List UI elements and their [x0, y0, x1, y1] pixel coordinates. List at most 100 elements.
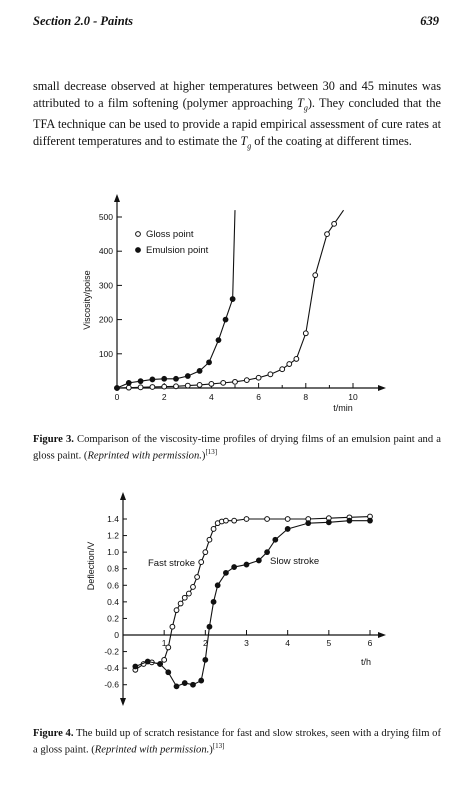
fast-stroke-point — [181, 594, 188, 601]
y-axis-label: Deflection/V — [86, 542, 96, 591]
slow-stroke-point — [190, 681, 196, 688]
x-tick-label: 6 — [368, 638, 373, 648]
x-axis-arrow — [378, 632, 386, 638]
y-tick-label: 500 — [99, 212, 113, 222]
x-tick-label: 2 — [162, 392, 167, 402]
figure-3-caption: Figure 3. Comparison of the viscosity-ti… — [33, 434, 441, 462]
gloss-point — [312, 272, 319, 279]
y-axis-arrow-down — [120, 698, 126, 706]
fast-stroke-label: Fast stroke — [148, 558, 195, 569]
emulsion-point — [206, 359, 212, 366]
fast-stroke-point — [202, 549, 209, 556]
gloss-point — [137, 384, 144, 391]
y-tick-label: 400 — [99, 246, 113, 256]
gloss-curve — [116, 209, 345, 389]
fast-stroke-point — [210, 526, 217, 532]
gloss-point — [173, 383, 179, 390]
emulsion-point — [114, 385, 120, 391]
y-tick-label: 300 — [99, 280, 113, 290]
deflection-chart: 1 2 3 4 5 6 -0.6 -0.4 -0.2 0 0.2 0.4 0.6 0.8 1.0 1.2 1.4… — [86, 492, 386, 706]
slow-stroke-point — [284, 526, 291, 532]
x-tick-label: 1 — [162, 638, 167, 648]
fast-stroke-point — [284, 516, 291, 522]
emulsion-point — [125, 379, 132, 386]
x-tick-label: 10 — [348, 392, 358, 402]
y-tick-label: 1.0 — [107, 547, 119, 557]
slow-stroke-point — [272, 536, 279, 543]
gloss-point — [255, 374, 262, 381]
gloss-point — [324, 231, 330, 238]
paragraph-part-2: ). They concluded that the TFA technique… — [33, 95, 441, 148]
slow-stroke-point — [346, 517, 353, 524]
fast-stroke-point — [243, 516, 250, 522]
legend-emulsion-marker — [135, 247, 141, 253]
x-axis-label: t/h — [361, 657, 371, 667]
running-header: Section 2.0 - Paints 639 — [33, 14, 439, 32]
y-tick-label: -0.6 — [104, 680, 119, 690]
fast-stroke-point — [264, 516, 270, 522]
paragraph-part-1: small decrease observed at higher temper… — [33, 79, 441, 110]
emulsion-point — [222, 316, 229, 323]
x-axis-label: t/min — [333, 403, 353, 413]
fast-stroke-point — [206, 536, 213, 543]
fast-stroke-point — [231, 517, 238, 524]
gloss-point — [196, 382, 203, 388]
x-tick-label: 3 — [244, 638, 249, 648]
emulsion-point — [215, 337, 222, 344]
gloss-point — [220, 379, 227, 386]
y-tick-label: 0.2 — [107, 613, 119, 623]
y-tick-label: 1.4 — [107, 514, 119, 524]
y-tick-label: -0.2 — [104, 647, 119, 657]
emulsion-point — [137, 378, 144, 385]
y-tick-label: 0.6 — [107, 580, 119, 590]
legend-gloss-marker — [135, 231, 141, 237]
gloss-point — [331, 220, 338, 227]
tg-symbol-2: Tg — [240, 133, 252, 151]
tg-symbol-1: Tg — [296, 95, 308, 112]
y-tick-label: 0 — [114, 630, 119, 640]
slow-stroke-point — [202, 656, 209, 663]
gloss-point — [208, 380, 215, 387]
emulsion-point — [149, 376, 156, 383]
body-paragraph: small decrease observed at higher temper… — [33, 78, 441, 155]
y-tick-label: -0.4 — [104, 663, 119, 673]
y-tick-label: 1.2 — [107, 531, 119, 541]
fast-stroke-curve — [135, 515, 371, 671]
gloss-point — [293, 356, 300, 362]
slow-stroke-point — [132, 663, 139, 670]
slow-stroke-point — [264, 549, 270, 556]
y-axis-label: Viscosity/poise — [82, 270, 92, 329]
slow-stroke-label: Slow stroke — [270, 556, 319, 567]
gloss-point — [161, 383, 168, 390]
slow-stroke-point — [165, 669, 172, 676]
slow-stroke-point — [231, 564, 238, 570]
slow-stroke-point — [198, 677, 205, 684]
section-title: Section 2.0 - Paints — [33, 14, 134, 28]
emulsion-point — [173, 375, 179, 382]
x-axis-arrow — [378, 385, 386, 391]
gloss-point — [149, 384, 156, 390]
slow-stroke-point — [367, 517, 373, 524]
fast-stroke-point — [173, 607, 180, 614]
x-tick-label: 2 — [203, 638, 208, 648]
legend-emulsion-label: Emulsion point — [146, 245, 209, 256]
gloss-point — [267, 371, 274, 378]
x-tick-label: 0 — [115, 392, 120, 402]
x-tick-label: 5 — [326, 638, 331, 648]
y-axis-arrow — [114, 194, 120, 202]
fast-stroke-point — [161, 656, 168, 663]
fast-stroke-point — [177, 600, 184, 607]
slow-stroke-point — [255, 557, 262, 564]
x-tick-label: 6 — [256, 392, 261, 402]
emulsion-point — [161, 375, 168, 382]
slow-stroke-point — [223, 569, 229, 576]
y-tick-label: 0.8 — [107, 564, 119, 574]
fast-stroke-point — [194, 574, 201, 580]
figure-4-label: Figure 4. — [33, 728, 74, 739]
legend-gloss-label: Gloss point — [146, 229, 194, 240]
figure-4-caption: Figure 4. The build up of scratch resist… — [33, 728, 441, 756]
fast-stroke-point — [185, 590, 192, 597]
slow-stroke-curve — [135, 520, 370, 688]
emulsion-point — [229, 296, 236, 302]
x-tick-label: 4 — [209, 392, 214, 402]
